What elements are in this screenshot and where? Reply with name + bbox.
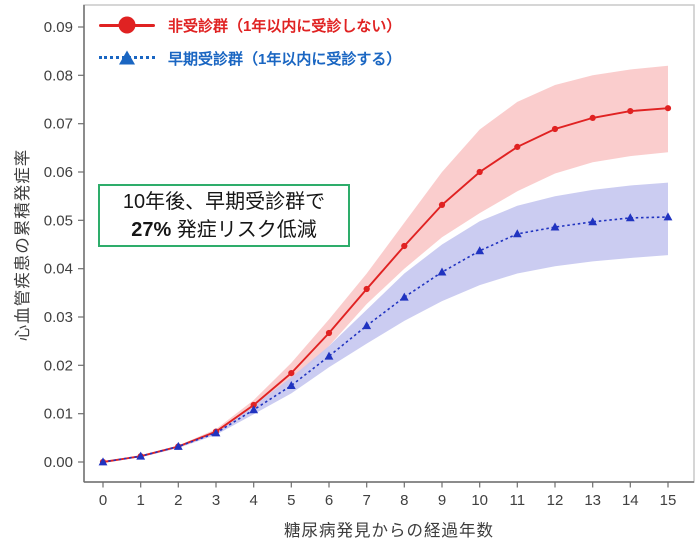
data-point — [324, 351, 334, 360]
x-tick-label: 1 — [137, 492, 145, 509]
annotation-line1: 10年後、早期受診群で — [122, 191, 326, 213]
x-tick-label: 14 — [622, 492, 639, 509]
x-tick-label: 9 — [438, 492, 446, 509]
data-point — [286, 381, 296, 389]
x-tick-label: 7 — [363, 492, 371, 509]
data-point — [363, 285, 370, 293]
data-point — [136, 451, 146, 460]
y-tick-label: 0.08 — [44, 67, 73, 84]
y-tick-label: 0.01 — [44, 406, 73, 423]
blue-series-line — [102, 216, 669, 463]
data-point — [514, 143, 521, 150]
x-tick-label: 13 — [584, 492, 601, 509]
data-point — [288, 370, 295, 377]
data-point — [627, 108, 634, 115]
x-tick-label: 8 — [400, 492, 408, 509]
legend-label-non-attender: 非受診群（1年以内に受診しない） — [168, 17, 402, 35]
red-circle-marker-icon — [99, 15, 155, 35]
y-tick-label: 0.05 — [44, 212, 73, 229]
x-tick-label: 12 — [547, 492, 564, 509]
y-tick-label: 0.03 — [44, 309, 73, 326]
data-point — [325, 329, 333, 337]
red-dot-icon — [118, 16, 136, 34]
y-axis-ticks: 0.00 0.01 0.02 0.03 0.04 0.05 0.06 0.07 0.08 0.09 — [44, 19, 84, 471]
x-tick-label: 2 — [174, 492, 182, 509]
x-tick-label: 6 — [325, 492, 333, 509]
y-tick-label: 0.00 — [44, 454, 73, 471]
data-point — [550, 222, 560, 231]
red-confidence-band — [103, 65, 668, 462]
annotation-line2: 発症リスク低減 — [171, 219, 317, 241]
data-point — [512, 229, 522, 238]
data-point — [249, 405, 259, 414]
data-point — [551, 125, 559, 133]
data-point — [625, 213, 635, 222]
legend-item-early-attender: 早期受診群（1年以内に受診する） — [99, 46, 401, 70]
x-axis-title: 糖尿病発見からの経過年数 — [284, 522, 494, 540]
x-tick-label: 10 — [471, 492, 488, 509]
x-tick-label: 15 — [660, 492, 677, 509]
data-point — [663, 212, 673, 221]
x-tick-label: 3 — [212, 492, 220, 509]
x-tick-label: 0 — [99, 492, 107, 509]
data-point — [250, 401, 257, 409]
data-point — [211, 428, 221, 437]
data-point — [664, 105, 672, 112]
x-tick-label: 11 — [510, 492, 526, 509]
legend: 非受診群（1年以内に受診しない） 早期受診群（1年以内に受診する） — [99, 13, 401, 70]
x-tick-label: 5 — [287, 492, 295, 509]
data-point — [476, 168, 483, 176]
annotation-risk-value: 27% — [131, 219, 172, 241]
annotation-box: 10年後、早期受診群で 27% 発症リスク低減 — [98, 184, 350, 247]
legend-label-early-attender: 早期受診群（1年以内に受診する） — [168, 50, 402, 68]
x-tick-label: 4 — [250, 492, 258, 509]
blue-triangle-icon — [119, 50, 135, 65]
data-point — [399, 292, 409, 301]
blue-series-markers — [98, 212, 673, 466]
data-point — [589, 114, 596, 121]
data-point — [475, 246, 485, 255]
y-tick-label: 0.02 — [44, 357, 73, 374]
legend-item-non-attender: 非受診群（1年以内に受診しない） — [99, 13, 401, 37]
y-tick-label: 0.09 — [44, 19, 73, 36]
x-axis-ticks: 0 1 2 3 4 5 6 7 8 9 10 11 12 13 14 15 — [99, 482, 677, 509]
blue-confidence-band — [103, 182, 668, 462]
blue-triangle-marker-icon — [99, 48, 155, 68]
y-tick-label: 0.06 — [44, 164, 73, 181]
y-tick-label: 0.04 — [44, 261, 73, 278]
y-axis-title: 心血管疾患の累積発症率 — [14, 148, 32, 342]
data-point — [173, 441, 183, 450]
y-tick-label: 0.07 — [44, 116, 73, 133]
data-point — [401, 242, 408, 250]
data-point — [438, 201, 446, 208]
data-point — [362, 321, 372, 330]
data-point — [98, 457, 108, 466]
data-point — [437, 267, 447, 276]
data-point — [588, 217, 598, 226]
